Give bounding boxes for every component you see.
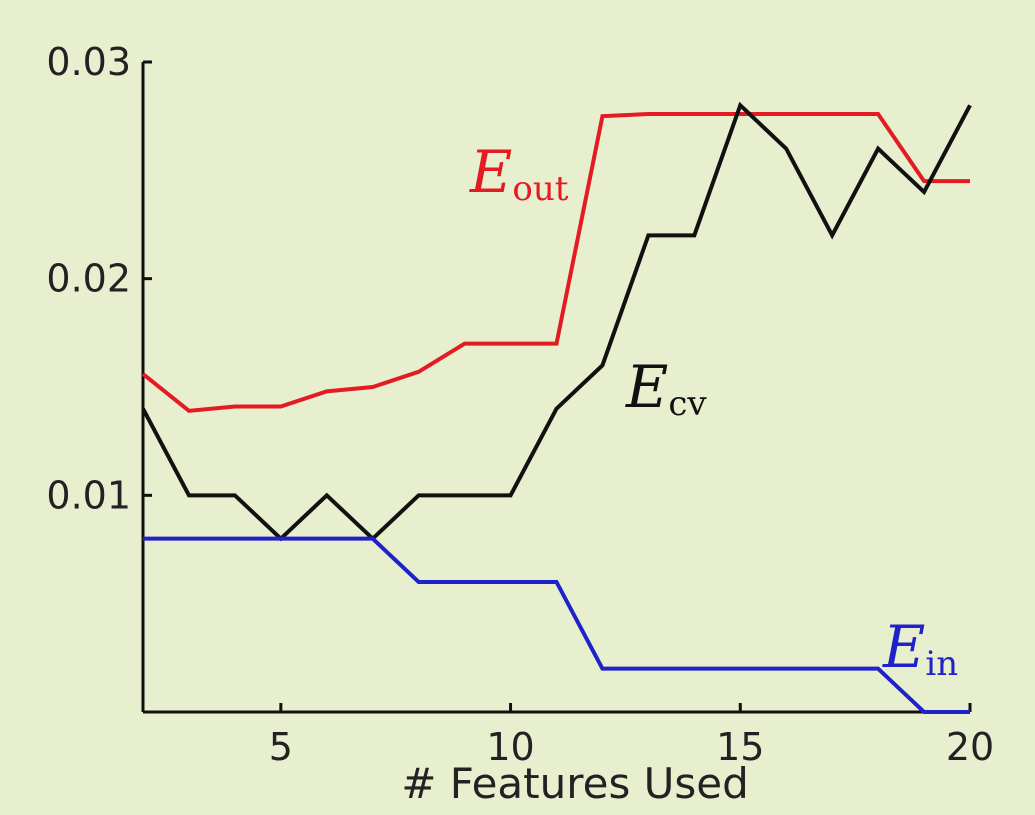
series-label-in-main: E: [882, 613, 925, 681]
series-label-out: Eout: [469, 138, 569, 209]
series-label-out-main: E: [469, 138, 512, 206]
series-label-out-subscript: out: [512, 169, 568, 209]
axes: 0.01 0.02 0.03 5 10 15 20: [46, 40, 994, 769]
y-tick-label: 0.03: [46, 40, 131, 84]
series-line-in: [143, 536, 970, 714]
x-tick-label: 15: [716, 725, 764, 769]
x-axis-label: # Features Used: [401, 759, 749, 808]
x-tick-label: 5: [269, 725, 293, 769]
series-line-out: [141, 112, 970, 413]
x-tick-label: 10: [486, 725, 534, 769]
series-label-cv: Ecv: [625, 353, 707, 424]
y-tick-label: 0.02: [46, 257, 131, 301]
x-tick-label: 20: [946, 725, 994, 769]
series-label-cv-subscript: cv: [668, 384, 707, 424]
series-lines: [141, 101, 972, 714]
y-tick-label: 0.01: [46, 473, 131, 517]
series-label-in: Ein: [882, 613, 958, 684]
series-label-cv-main: E: [625, 353, 668, 421]
series-label-in-subscript: in: [925, 644, 958, 684]
